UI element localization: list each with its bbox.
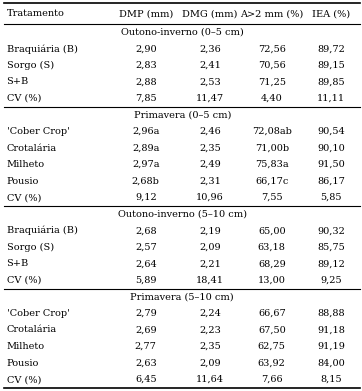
Text: 2,63: 2,63 — [135, 359, 157, 368]
Text: 2,96a: 2,96a — [132, 127, 160, 136]
Text: 89,85: 89,85 — [317, 77, 345, 86]
Text: Braquiária (B): Braquiária (B) — [7, 44, 77, 54]
Text: Sorgo (S): Sorgo (S) — [7, 61, 54, 70]
Text: 63,92: 63,92 — [258, 359, 286, 368]
Text: 18,41: 18,41 — [196, 276, 224, 285]
Text: 2,09: 2,09 — [199, 359, 221, 368]
Text: 7,55: 7,55 — [261, 193, 283, 202]
Text: 63,18: 63,18 — [258, 243, 286, 252]
Text: 11,11: 11,11 — [317, 94, 345, 103]
Text: 91,50: 91,50 — [317, 160, 345, 169]
Text: Primavera (5–10 cm): Primavera (5–10 cm) — [130, 292, 234, 301]
Text: 90,10: 90,10 — [317, 143, 345, 152]
Text: 70,56: 70,56 — [258, 61, 286, 70]
Text: Braquiária (B): Braquiária (B) — [7, 226, 77, 235]
Text: 9,25: 9,25 — [321, 276, 342, 285]
Text: Pousio: Pousio — [7, 359, 39, 368]
Text: 2,79: 2,79 — [135, 309, 157, 318]
Text: 88,88: 88,88 — [317, 309, 345, 318]
Text: 8,15: 8,15 — [321, 375, 342, 384]
Text: 2,36: 2,36 — [199, 44, 221, 53]
Text: 66,17c: 66,17c — [255, 177, 289, 186]
Text: 5,89: 5,89 — [135, 276, 156, 285]
Text: 2,68b: 2,68b — [132, 177, 160, 186]
Text: 'Cober Crop': 'Cober Crop' — [7, 127, 70, 136]
Text: A>2 mm (%): A>2 mm (%) — [240, 9, 303, 18]
Text: 2,31: 2,31 — [199, 177, 221, 186]
Text: 2,90: 2,90 — [135, 44, 157, 53]
Text: Crotalária: Crotalária — [7, 143, 56, 152]
Text: 2,19: 2,19 — [199, 226, 221, 235]
Text: 72,56: 72,56 — [258, 44, 286, 53]
Text: 65,00: 65,00 — [258, 226, 286, 235]
Text: Outono-inverno (5–10 cm): Outono-inverno (5–10 cm) — [118, 210, 247, 219]
Text: 2,09: 2,09 — [199, 243, 221, 252]
Text: 91,18: 91,18 — [317, 325, 345, 334]
Text: 9,12: 9,12 — [135, 193, 157, 202]
Text: 2,89a: 2,89a — [132, 143, 160, 152]
Text: 2,83: 2,83 — [135, 61, 157, 70]
Text: 7,66: 7,66 — [261, 375, 283, 384]
Text: 89,15: 89,15 — [317, 61, 345, 70]
Text: Milheto: Milheto — [7, 160, 45, 169]
Text: CV (%): CV (%) — [7, 94, 41, 103]
Text: 85,75: 85,75 — [317, 243, 345, 252]
Text: 11,47: 11,47 — [196, 94, 224, 103]
Text: 90,32: 90,32 — [317, 226, 345, 235]
Text: S+B: S+B — [7, 77, 29, 86]
Text: 67,50: 67,50 — [258, 325, 286, 334]
Text: 86,17: 86,17 — [317, 177, 345, 186]
Text: 5,85: 5,85 — [321, 193, 342, 202]
Text: DMG (mm): DMG (mm) — [182, 9, 237, 18]
Text: 91,19: 91,19 — [317, 342, 345, 351]
Text: CV (%): CV (%) — [7, 276, 41, 285]
Text: 6,45: 6,45 — [135, 375, 157, 384]
Text: 2,69: 2,69 — [135, 325, 157, 334]
Text: 4,40: 4,40 — [261, 94, 283, 103]
Text: 'Cober Crop': 'Cober Crop' — [7, 309, 70, 318]
Text: DMP (mm): DMP (mm) — [119, 9, 173, 18]
Text: 7,85: 7,85 — [135, 94, 157, 103]
Text: 2,49: 2,49 — [199, 160, 221, 169]
Text: 2,77: 2,77 — [135, 342, 157, 351]
Text: 84,00: 84,00 — [317, 359, 345, 368]
Text: 2,46: 2,46 — [199, 127, 221, 136]
Text: 2,41: 2,41 — [199, 61, 221, 70]
Text: 71,00b: 71,00b — [255, 143, 289, 152]
Text: 11,64: 11,64 — [196, 375, 224, 384]
Text: 2,97a: 2,97a — [132, 160, 160, 169]
Text: 71,25: 71,25 — [258, 77, 286, 86]
Text: 2,35: 2,35 — [199, 342, 221, 351]
Text: Pousio: Pousio — [7, 177, 39, 186]
Text: 2,64: 2,64 — [135, 259, 157, 268]
Text: 2,35: 2,35 — [199, 143, 221, 152]
Text: 68,29: 68,29 — [258, 259, 286, 268]
Text: 66,67: 66,67 — [258, 309, 286, 318]
Text: Milheto: Milheto — [7, 342, 45, 351]
Text: 2,68: 2,68 — [135, 226, 157, 235]
Text: 89,72: 89,72 — [317, 44, 345, 53]
Text: 2,21: 2,21 — [199, 259, 221, 268]
Text: Sorgo (S): Sorgo (S) — [7, 243, 54, 252]
Text: 2,57: 2,57 — [135, 243, 157, 252]
Text: 13,00: 13,00 — [258, 276, 286, 285]
Text: S+B: S+B — [7, 259, 29, 268]
Text: 2,24: 2,24 — [199, 309, 221, 318]
Text: CV (%): CV (%) — [7, 193, 41, 202]
Text: CV (%): CV (%) — [7, 375, 41, 384]
Text: 2,23: 2,23 — [199, 325, 221, 334]
Text: Primavera (0–5 cm): Primavera (0–5 cm) — [134, 110, 231, 120]
Text: 10,96: 10,96 — [196, 193, 224, 202]
Text: 2,88: 2,88 — [135, 77, 157, 86]
Text: Crotalária: Crotalária — [7, 325, 56, 334]
Text: 2,53: 2,53 — [199, 77, 221, 86]
Text: Outono-inverno (0–5 cm): Outono-inverno (0–5 cm) — [121, 28, 244, 37]
Text: 89,12: 89,12 — [317, 259, 345, 268]
Text: 62,75: 62,75 — [258, 342, 286, 351]
Text: 75,83a: 75,83a — [255, 160, 289, 169]
Text: IEA (%): IEA (%) — [312, 9, 350, 18]
Text: 90,54: 90,54 — [317, 127, 345, 136]
Text: Tratamento: Tratamento — [7, 9, 64, 18]
Text: 72,08ab: 72,08ab — [252, 127, 292, 136]
